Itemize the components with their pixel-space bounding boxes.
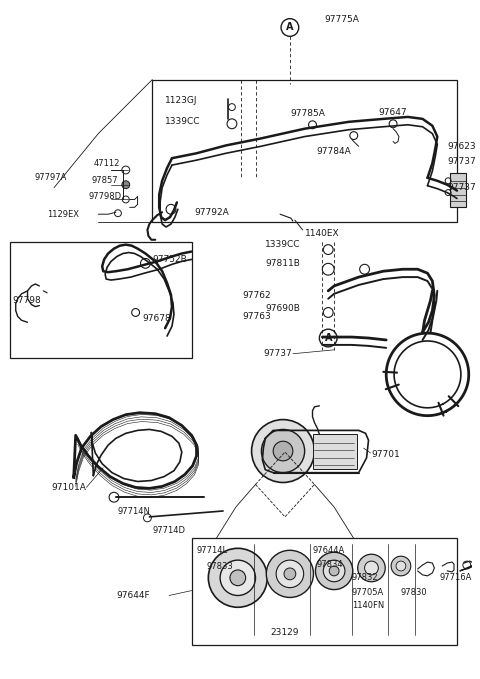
Text: 1123GJ: 1123GJ [165, 96, 198, 105]
Text: 97857: 97857 [91, 177, 118, 185]
Bar [312, 435, 357, 469]
Bar [10, 242, 192, 358]
Text: 97644A: 97644A [312, 546, 345, 555]
Text: 97701: 97701 [372, 450, 400, 460]
Bar [152, 79, 457, 222]
Circle shape [315, 552, 353, 589]
Text: 97705A: 97705A [352, 588, 384, 597]
Text: 97737: 97737 [447, 157, 476, 166]
Text: 97798D: 97798D [88, 192, 121, 201]
Text: 47112: 47112 [93, 159, 120, 168]
Text: 97832: 97832 [352, 573, 378, 583]
Text: 97785A: 97785A [290, 109, 325, 118]
Text: 97784A: 97784A [316, 147, 351, 155]
Text: 97714D: 97714D [152, 526, 185, 535]
Text: 1140FN: 1140FN [352, 601, 384, 610]
Text: 97792A: 97792A [194, 208, 229, 217]
Circle shape [122, 181, 130, 189]
Text: 97763: 97763 [243, 312, 272, 321]
Text: 97762: 97762 [243, 291, 271, 300]
Text: A: A [286, 22, 294, 33]
Text: A: A [324, 333, 332, 343]
Text: 97737: 97737 [264, 349, 292, 359]
Text: 97714L: 97714L [196, 546, 228, 555]
Text: 97737: 97737 [447, 183, 476, 192]
Text: 1339CC: 1339CC [165, 117, 201, 126]
Circle shape [252, 420, 314, 483]
Circle shape [262, 429, 305, 473]
Text: 97830: 97830 [401, 588, 428, 597]
Circle shape [276, 560, 304, 587]
Bar [450, 173, 466, 207]
Text: 1140EX: 1140EX [305, 230, 339, 238]
Text: 97644F: 97644F [116, 591, 150, 600]
Circle shape [208, 549, 267, 607]
Text: 97678: 97678 [143, 314, 171, 323]
Circle shape [220, 560, 255, 595]
Text: 97647: 97647 [378, 107, 407, 117]
Text: 97714N: 97714N [118, 507, 151, 517]
Text: 97811B: 97811B [265, 259, 300, 268]
Circle shape [273, 441, 293, 461]
Text: 97798: 97798 [13, 296, 42, 305]
Circle shape [329, 566, 339, 576]
Text: 97623: 97623 [447, 142, 476, 151]
Text: 97690B: 97690B [265, 304, 300, 313]
Text: 23129: 23129 [271, 628, 299, 638]
Text: 1129EX: 1129EX [47, 210, 79, 219]
Circle shape [391, 556, 411, 576]
Circle shape [284, 568, 296, 580]
Text: 97833: 97833 [206, 562, 233, 570]
Circle shape [396, 561, 406, 571]
Text: 1339CC: 1339CC [265, 240, 301, 249]
Text: 97101A: 97101A [51, 483, 86, 492]
Text: 97834: 97834 [316, 559, 343, 568]
Text: 97716A: 97716A [439, 573, 472, 583]
Text: 97797A: 97797A [35, 173, 67, 183]
Text: 97775A: 97775A [324, 15, 359, 24]
Circle shape [365, 561, 378, 575]
Text: 97752B: 97752B [152, 255, 187, 264]
Circle shape [358, 554, 385, 582]
Circle shape [324, 560, 345, 582]
Bar [192, 538, 457, 644]
Circle shape [266, 550, 313, 598]
Circle shape [230, 570, 246, 586]
